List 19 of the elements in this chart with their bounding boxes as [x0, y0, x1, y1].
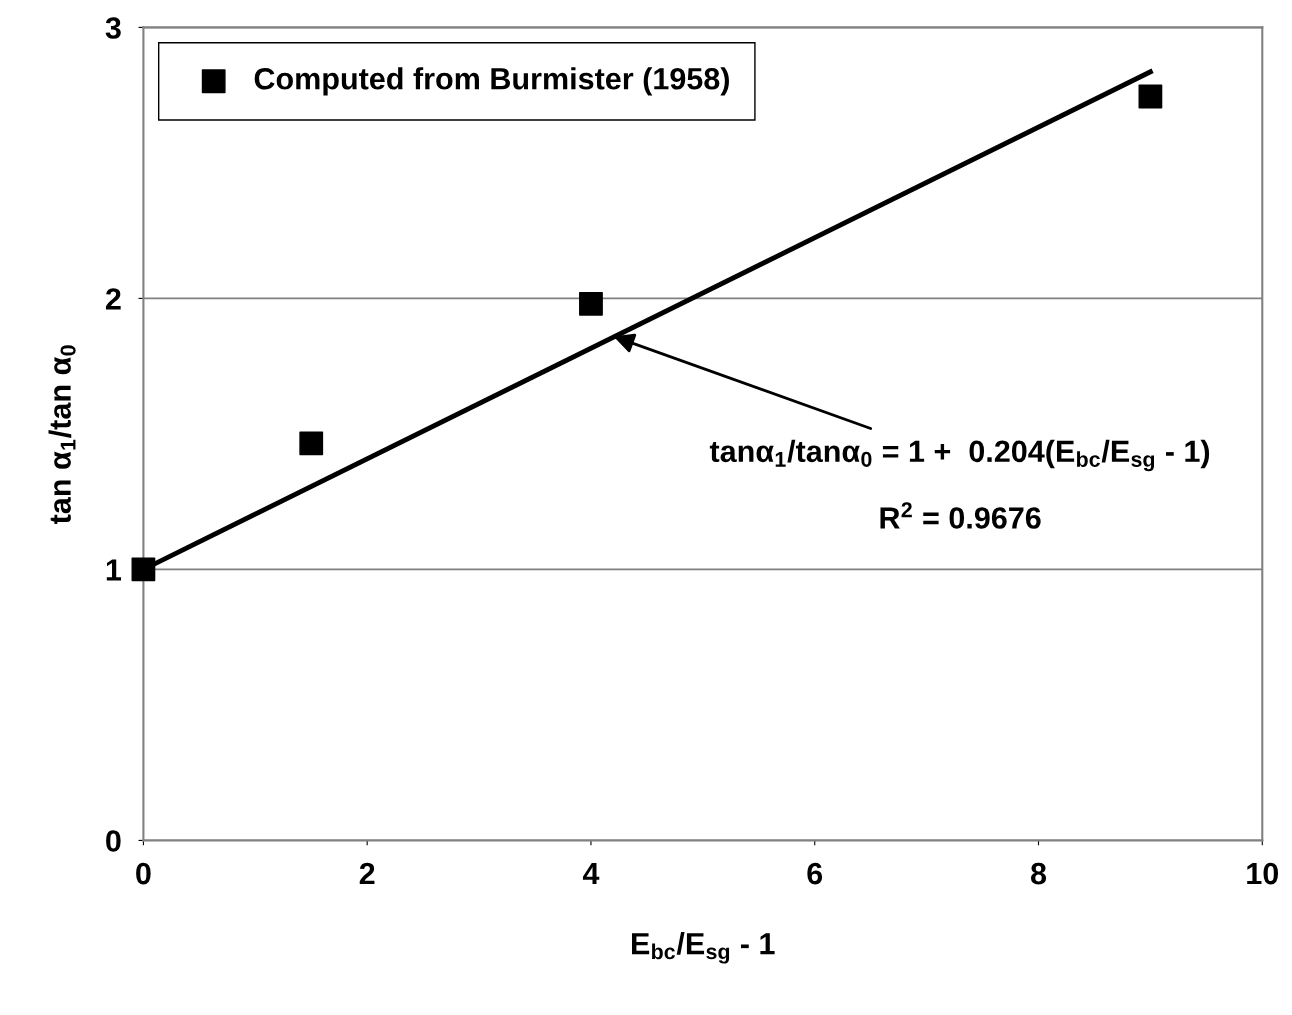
legend-label: Computed from Burmister (1958): [254, 67, 729, 96]
x-tick-label: 0: [136, 862, 151, 885]
x-tick-label: 10: [1247, 862, 1279, 885]
annotation: R$^{2}$ = 0.9676: [880, 502, 1041, 529]
text: tanα$_{1}$/tanα$_{0}$ = 1 + 0.204(E$_{bc}$/E$_{sg}$ - 1): [709, 439, 1210, 472]
x-tick-label: 2: [359, 862, 375, 885]
point: [131, 557, 156, 582]
point: [1138, 84, 1163, 109]
x-axis-title: E$_{bc}$/E$_{sg}$ - 1: [632, 932, 775, 964]
y-axis-title: tan α$_{1}$/tan α$_{0}$: [48, 345, 76, 524]
point: [299, 431, 324, 456]
y-tick-label: 3: [105, 17, 121, 39]
y-tick-label: 1: [106, 559, 122, 581]
point: [579, 291, 603, 316]
y-tick-label: 2: [105, 288, 121, 310]
x-tick-label: 8: [1030, 862, 1047, 885]
x-tick-label: 6: [807, 862, 823, 885]
x-tick-label: 4: [582, 863, 600, 885]
y-tick-label: 0: [106, 830, 121, 852]
